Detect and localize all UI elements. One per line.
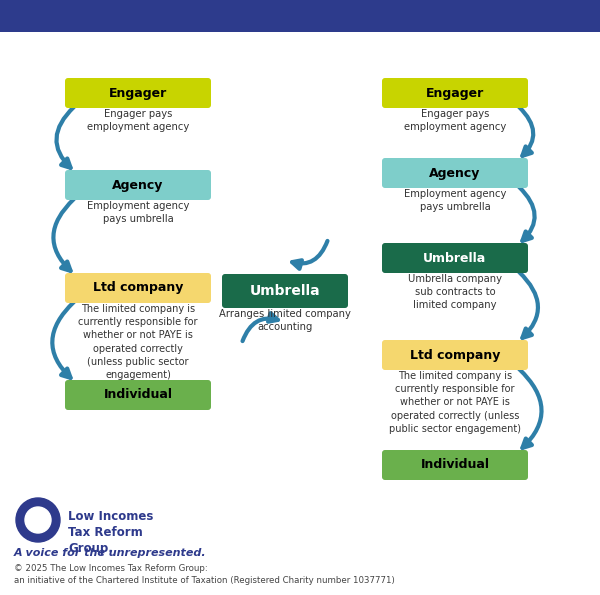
Text: Employment agency
pays umbrella: Employment agency pays umbrella xyxy=(404,189,506,212)
Circle shape xyxy=(16,498,60,542)
Text: Individual: Individual xyxy=(421,459,490,471)
Text: © 2025 The Low Incomes Tax Reform Group:
an initiative of the Chartered Institut: © 2025 The Low Incomes Tax Reform Group:… xyxy=(14,564,395,585)
FancyBboxPatch shape xyxy=(382,158,528,188)
FancyBboxPatch shape xyxy=(382,243,528,273)
Text: Engager: Engager xyxy=(426,86,484,99)
Text: The limited company is
currently responsible for
whether or not PAYE is
operated: The limited company is currently respons… xyxy=(78,304,198,380)
FancyBboxPatch shape xyxy=(382,340,528,370)
Bar xyxy=(0,0,600,32)
FancyArrowPatch shape xyxy=(242,313,278,341)
Text: The limited company is
currently responsible for
whether or not PAYE is
operated: The limited company is currently respons… xyxy=(389,371,521,434)
Text: A voice for the unrepresented.: A voice for the unrepresented. xyxy=(14,548,206,558)
FancyArrowPatch shape xyxy=(519,272,538,338)
Text: Ltd company: Ltd company xyxy=(410,349,500,362)
Text: Agency: Agency xyxy=(112,178,164,192)
FancyArrowPatch shape xyxy=(56,107,74,168)
Text: Umbrella company
sub contracts to
limited company: Umbrella company sub contracts to limite… xyxy=(408,274,502,311)
Text: Engager pays
employment agency: Engager pays employment agency xyxy=(404,109,506,132)
FancyBboxPatch shape xyxy=(65,170,211,200)
FancyArrowPatch shape xyxy=(519,369,542,448)
Circle shape xyxy=(25,507,51,533)
FancyArrowPatch shape xyxy=(519,187,535,241)
FancyBboxPatch shape xyxy=(65,380,211,410)
FancyArrowPatch shape xyxy=(53,199,74,271)
Text: Umbrella: Umbrella xyxy=(424,252,487,265)
FancyArrowPatch shape xyxy=(292,241,328,269)
FancyBboxPatch shape xyxy=(65,78,211,108)
FancyArrowPatch shape xyxy=(519,107,533,156)
FancyBboxPatch shape xyxy=(382,450,528,480)
Text: Employment agency
pays umbrella: Employment agency pays umbrella xyxy=(87,201,189,224)
Text: Low Incomes
Tax Reform
Group.: Low Incomes Tax Reform Group. xyxy=(68,510,154,555)
FancyArrowPatch shape xyxy=(52,302,74,378)
Text: Umbrella: Umbrella xyxy=(250,284,320,298)
Text: Engager pays
employment agency: Engager pays employment agency xyxy=(87,109,189,132)
Text: Ltd company: Ltd company xyxy=(93,281,183,295)
Text: Individual: Individual xyxy=(104,389,173,402)
FancyBboxPatch shape xyxy=(382,78,528,108)
FancyBboxPatch shape xyxy=(222,274,348,308)
FancyBboxPatch shape xyxy=(65,273,211,303)
Text: Arranges limited company
accounting: Arranges limited company accounting xyxy=(219,309,351,332)
Text: Engager: Engager xyxy=(109,86,167,99)
Text: Agency: Agency xyxy=(430,167,481,180)
